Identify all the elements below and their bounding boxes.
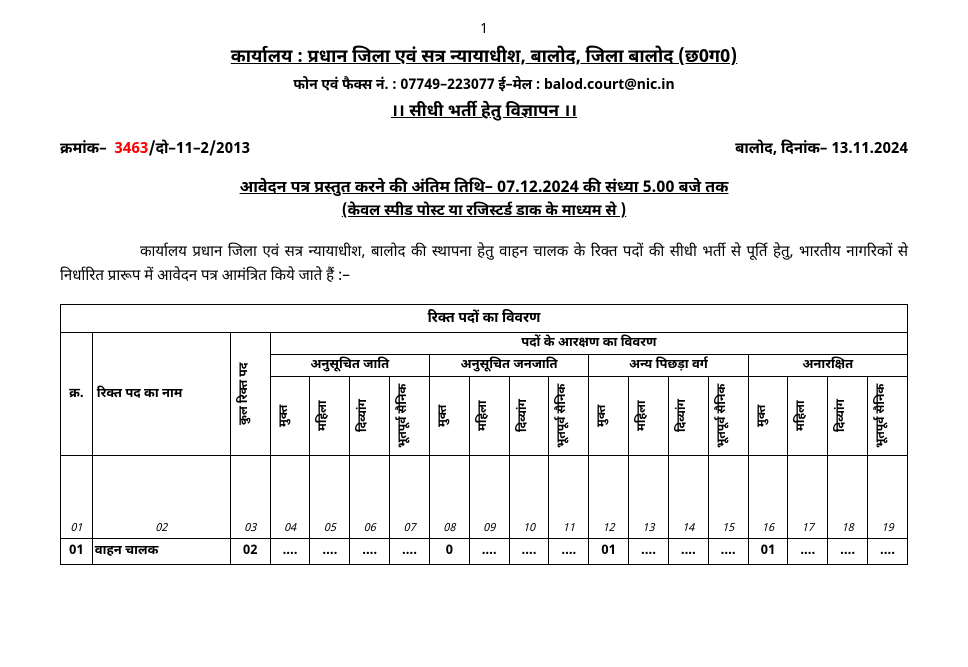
cell: 01: [748, 539, 788, 565]
table-title: रिक्त पदों का विवरण: [61, 305, 908, 333]
cell: ....: [828, 539, 868, 565]
cell-post-name: वाहन चालक: [92, 539, 230, 565]
col-num: 03: [230, 456, 270, 539]
subcat: दिव्यांग: [350, 377, 390, 456]
cell: ....: [549, 539, 589, 565]
header-cat-ur: अनारक्षित: [748, 355, 907, 377]
table-row: 01 वाहन चालक 02 .... .... .... .... 0 ..…: [61, 539, 908, 565]
reference-row: क्रमांक– 3463/दो–11–2/2013 बालोद, दिनांक…: [60, 141, 908, 160]
subcat: मुक्त: [270, 377, 310, 456]
cell: 0: [429, 539, 469, 565]
contact-line: फोन एवं फैक्स नं. : 07749–223077 ई–मेल :…: [60, 76, 908, 95]
page-number: 1: [60, 20, 908, 39]
subcat: महिला: [788, 377, 828, 456]
reference-number: क्रमांक– 3463/दो–11–2/2013: [60, 141, 250, 160]
col-num: 17: [788, 456, 828, 539]
office-title: कार्यालय : प्रधान जिला एवं सत्र न्यायाधी…: [60, 47, 908, 70]
header-post-name: रिक्त पद का नाम: [92, 333, 230, 456]
cell: ....: [350, 539, 390, 565]
col-num: 18: [828, 456, 868, 539]
cell-sno: 01: [61, 539, 93, 565]
col-num: 02: [92, 456, 230, 539]
col-num: 07: [390, 456, 430, 539]
subcat: भूतपूर्व सैनिक: [549, 377, 589, 456]
cell-total: 02: [230, 539, 270, 565]
place-date: बालोद, दिनांक– 13.11.2024: [735, 141, 908, 160]
subcat: भूतपूर्व सैनिक: [390, 377, 430, 456]
cell: ....: [668, 539, 708, 565]
ref-prefix: क्रमांक–: [60, 141, 107, 160]
subcat: दिव्यांग: [509, 377, 549, 456]
header-total: कुल रिक्त पद: [230, 333, 270, 456]
col-num: 12: [589, 456, 629, 539]
cell: ....: [509, 539, 549, 565]
col-num: 15: [708, 456, 748, 539]
col-num: 05: [310, 456, 350, 539]
subcat: मुक्त: [589, 377, 629, 456]
col-num: 06: [350, 456, 390, 539]
header-cat-sc: अनुसूचित जाति: [270, 355, 429, 377]
ref-num: 3463: [114, 141, 148, 160]
cell: ....: [868, 539, 908, 565]
subcat: भूतपूर्व सैनिक: [868, 377, 908, 456]
intro-paragraph: कार्यालय प्रधान जिला एवं सत्र न्यायाधीश,…: [60, 242, 908, 290]
subcat: भूतपूर्व सैनिक: [708, 377, 748, 456]
deadline-line: आवेदन पत्र प्रस्तुत करने की अंतिम तिथि– …: [60, 178, 908, 199]
col-num: 16: [748, 456, 788, 539]
col-num: 04: [270, 456, 310, 539]
col-num: 09: [469, 456, 509, 539]
subcat: मुक्त: [429, 377, 469, 456]
cell: ....: [390, 539, 430, 565]
cell: ....: [310, 539, 350, 565]
cell: ....: [788, 539, 828, 565]
vacancy-table: रिक्त पदों का विवरण क्र. रिक्त पद का नाम…: [60, 304, 908, 565]
col-num: 14: [668, 456, 708, 539]
cell: 01: [589, 539, 629, 565]
column-number-row: 01 02 03 04 05 06 07 08 09 10 11 12 13 1…: [61, 456, 908, 539]
header-cat-st: अनुसूचित जनजाति: [429, 355, 588, 377]
cell: ....: [469, 539, 509, 565]
subcat: महिला: [310, 377, 350, 456]
header-sno: क्र.: [61, 333, 93, 456]
col-num: 11: [549, 456, 589, 539]
advertisement-title: ।। सीधी भर्ती हेतु विज्ञापन ।।: [60, 101, 908, 123]
col-num: 01: [61, 456, 93, 539]
cell: ....: [629, 539, 669, 565]
subcat: मुक्त: [748, 377, 788, 456]
cell: ....: [708, 539, 748, 565]
header-reservation: पदों के आरक्षण का विवरण: [270, 333, 907, 355]
ref-suffix: /दो–11–2/2013: [148, 141, 250, 160]
header-cat-obc: अन्य पिछड़ा वर्ग: [589, 355, 748, 377]
col-num: 19: [868, 456, 908, 539]
subcat: दिव्यांग: [828, 377, 868, 456]
subcat: महिला: [629, 377, 669, 456]
mode-line: (केवल स्पीड पोस्ट या रजिस्टर्ड डाक के मा…: [60, 203, 908, 222]
subcat: महिला: [469, 377, 509, 456]
col-num: 13: [629, 456, 669, 539]
cell: ....: [270, 539, 310, 565]
col-num: 08: [429, 456, 469, 539]
col-num: 10: [509, 456, 549, 539]
subcat: दिव्यांग: [668, 377, 708, 456]
